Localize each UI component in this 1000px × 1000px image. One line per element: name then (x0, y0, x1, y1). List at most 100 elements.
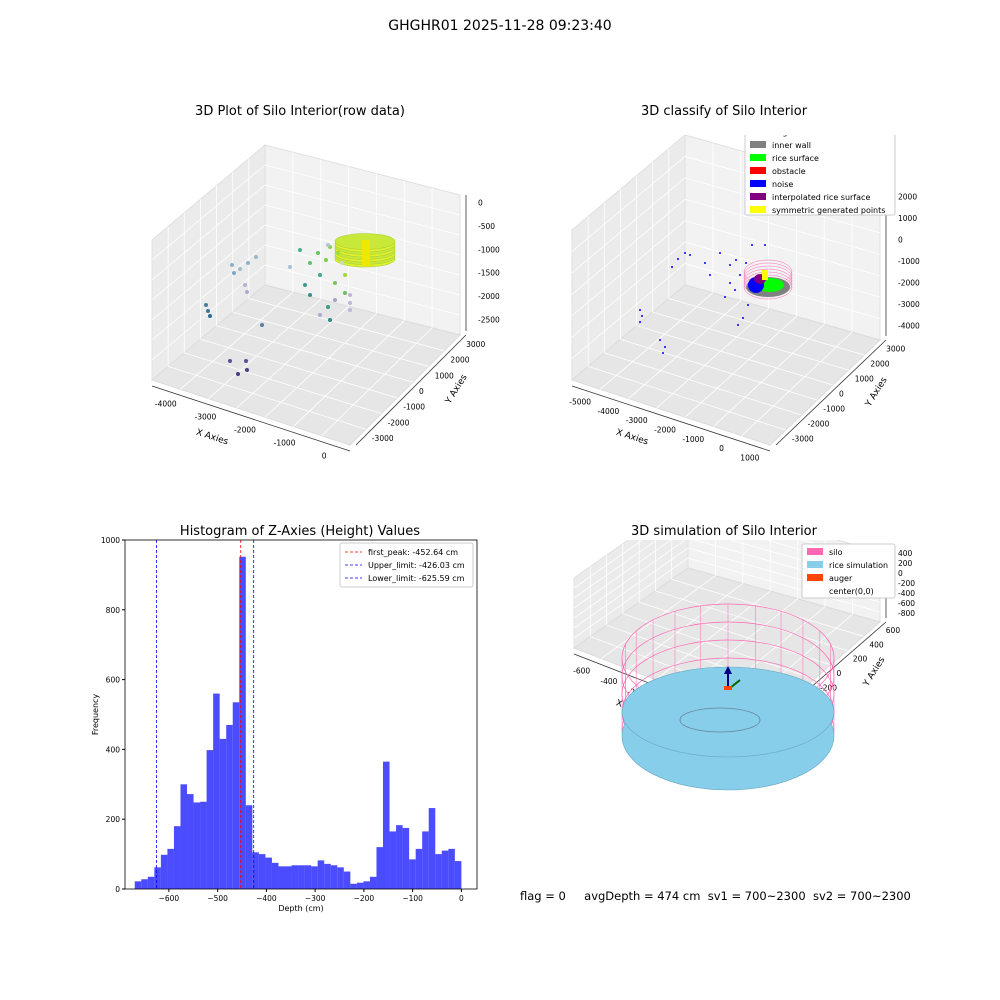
histogram-title: Histogram of Z-Axies (Height) Values (179, 524, 421, 539)
cls-y-tick-label: -3000 (792, 435, 814, 444)
raw-scatter-point (316, 251, 320, 255)
sim-legend-label: rice simulation (829, 561, 888, 570)
raw-y-tick-label: -1000 (403, 403, 425, 412)
cls-noise-point (737, 324, 739, 326)
raw-scatter-point (348, 301, 352, 305)
cls-legend-swatch (750, 193, 766, 200)
cls-noise-point (724, 296, 726, 298)
histogram-bar (160, 854, 168, 889)
histogram-bar (141, 879, 148, 889)
sim-grid (573, 547, 689, 629)
raw-y-tick-label: 3000 (466, 340, 485, 349)
cls-legend-swatch (750, 141, 766, 148)
raw-grid (236, 306, 349, 409)
histogram-bar (428, 808, 436, 889)
cls-z-tick-label: -2000 (898, 278, 920, 287)
cls-y-tick-label: 0 (839, 390, 844, 399)
cls-noise-point (739, 274, 741, 276)
sim-y-tick-label: 400 (869, 640, 884, 649)
cls-noise-point (735, 259, 737, 261)
raw-scatter-point (230, 263, 234, 267)
histogram-bar (396, 825, 403, 889)
cls-legend-label: obstacle (772, 167, 806, 176)
histogram-bar (239, 556, 246, 889)
sim-legend-label: center(0,0) (829, 587, 874, 596)
histogram-bar (415, 848, 423, 889)
raw-scatter-point (326, 243, 330, 247)
cls-y-axis-line (775, 339, 887, 446)
raw-grid (264, 164, 461, 216)
raw-grid (264, 313, 377, 418)
cls-grid (636, 325, 833, 386)
cls-noise-point (689, 254, 691, 256)
histogram-bar (448, 848, 455, 889)
sim-grid (573, 540, 658, 599)
histogram-y-tick-label: 200 (106, 815, 121, 824)
cls-x-tick-label: 0 (719, 444, 724, 453)
raw-grid (151, 184, 266, 281)
sim-legend-swatch (807, 574, 823, 581)
sim-rice-dip (679, 707, 761, 733)
sim-z-tick-label: 0 (898, 569, 903, 578)
histogram-bar (167, 848, 174, 889)
histogram-bar (402, 827, 410, 889)
raw-y-tick-label: -2000 (388, 418, 410, 427)
sim-grid (573, 540, 686, 619)
raw-scatter-point (254, 255, 258, 259)
status-avg-depth: avgDepth = 474 cm (584, 889, 701, 903)
raw-scatter-point (228, 359, 232, 363)
histogram-bar (258, 854, 266, 889)
histogram-bar (206, 750, 214, 889)
histogram-bar (219, 738, 227, 889)
histogram-chart: −600 −500 −400 −300 −200 −100 0 0 200 400 600 800 10… (91, 536, 478, 913)
cls-legend-swatch (750, 206, 766, 213)
raw-scatter-point (343, 291, 347, 295)
cls-grid (652, 311, 849, 371)
cls-noise-point (677, 258, 679, 260)
raw-scatter-point (308, 261, 312, 265)
sim-z-tick-label: 200 (898, 559, 913, 568)
classify-plot-title: 3D classify of Silo Interior (640, 104, 808, 119)
sim-y-tick-label: 200 (853, 655, 868, 664)
raw-scatter-point (245, 290, 249, 294)
raw-grid (264, 184, 461, 236)
histogram-bar (285, 866, 292, 889)
sim-legend-label: auger (829, 574, 853, 583)
raw-auger-bar (362, 240, 370, 266)
raw-grid (232, 311, 429, 367)
cls-grid (571, 198, 686, 295)
histogram-frame (124, 539, 478, 890)
histogram-bar (383, 761, 390, 889)
raw-z-tick-label: -2500 (478, 315, 500, 324)
raw-scatter-point (245, 368, 249, 372)
cls-x-tick-label: -2000 (654, 426, 676, 435)
raw-y-tick-label: 0 (419, 387, 424, 396)
sim-z-tick-label: 400 (898, 549, 913, 558)
raw-scatter-point (348, 293, 352, 297)
raw-x-tick-label: -4000 (155, 400, 177, 409)
cls-noise-point (751, 244, 753, 246)
raw-scatter-point (328, 318, 332, 322)
raw-scatter-point (298, 248, 302, 252)
cls-y-tick-label: 1000 (855, 375, 874, 384)
histogram-bar (200, 801, 207, 889)
cls-noise-point (639, 309, 641, 311)
cls-noise-point (729, 264, 731, 266)
sim-z-tick-label: -600 (898, 599, 915, 608)
raw-scatter-point (318, 273, 322, 277)
cls-noise-point (659, 339, 661, 341)
cls-grid (571, 177, 686, 274)
cls-y-tick-label: -1000 (823, 405, 845, 414)
cls-grid (620, 338, 818, 401)
raw-scatter-point (336, 251, 340, 255)
histogram-x-tick-label: −600 (159, 894, 180, 903)
histogram-bar (298, 865, 305, 889)
cls-grid (684, 220, 881, 277)
cls-legend-label: rice surface (772, 154, 819, 163)
cls-grid (600, 292, 714, 390)
histogram-bar (180, 784, 188, 889)
sim-legend-swatch (807, 548, 823, 555)
histogram-x-tick-label: −200 (354, 894, 375, 903)
cls-legend-label: noise (772, 180, 793, 189)
cls-noise-point (684, 252, 686, 254)
